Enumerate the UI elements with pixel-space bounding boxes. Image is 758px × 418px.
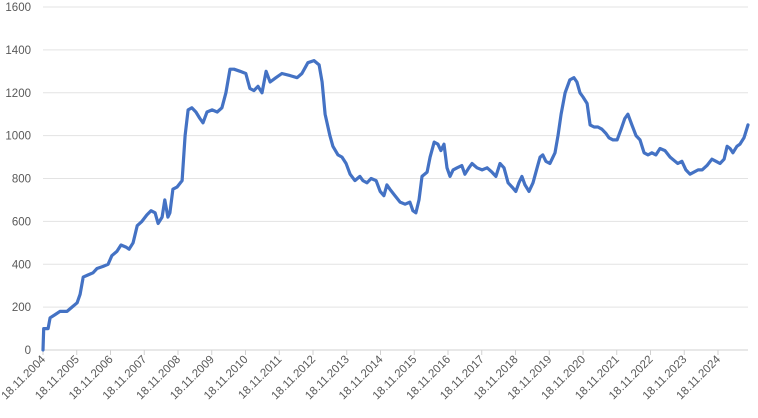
y-tick-label: 1600 — [5, 2, 31, 14]
y-tick-label: 1400 — [5, 45, 31, 57]
y-tick-label: 1000 — [5, 131, 31, 143]
y-axis: 0 200 400 600 800 1000 1200 1400 1600 — [5, 2, 31, 357]
gridlines — [43, 6, 748, 351]
y-tick-label: 200 — [12, 302, 31, 314]
y-tick-label: 0 — [25, 345, 31, 357]
x-axis: 18.11.200418.11.200518.11.200618.11.2007… — [0, 350, 724, 402]
series-line — [41, 59, 750, 352]
y-tick-label: 600 — [12, 216, 31, 228]
y-tick-label: 1200 — [5, 88, 31, 100]
y-tick-label: 400 — [12, 259, 31, 271]
y-tick-label: 800 — [12, 174, 31, 186]
